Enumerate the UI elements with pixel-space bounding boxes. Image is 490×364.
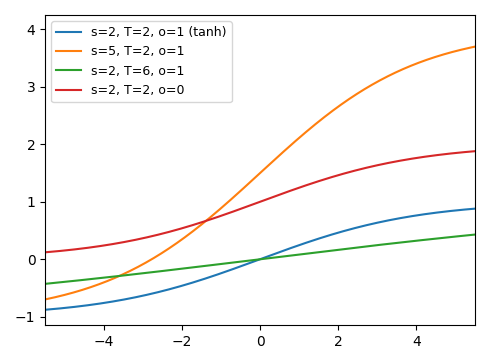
s=2, T=2, o=1 (tanh) [385,218,391,223]
s=2, T=2, o=0 [377,162,383,167]
s=2, T=2, o=1 (tanh) [216,272,222,276]
s=2, T=2, o=1 (tanh) [377,220,383,224]
s=2, T=6, o=1 [377,242,383,247]
s=2, T=2, o=1 (tanh) [232,266,238,271]
s=5, T=2, o=1 [472,44,478,49]
s=2, T=2, o=0 [232,209,238,213]
s=2, T=6, o=1 [385,242,391,246]
s=2, T=2, o=1 (tanh) [86,303,92,307]
s=5, T=2, o=1 [42,297,48,302]
s=2, T=2, o=0 [86,245,92,250]
Line: s=2, T=2, o=1 (tanh): s=2, T=2, o=1 (tanh) [45,209,475,310]
s=2, T=2, o=1 (tanh) [472,206,478,211]
s=2, T=6, o=1 [338,247,343,252]
Line: s=2, T=6, o=1: s=2, T=6, o=1 [45,234,475,284]
s=5, T=2, o=1 [338,103,343,107]
s=2, T=6, o=1 [216,262,222,266]
s=2, T=2, o=1 (tanh) [42,308,48,312]
s=2, T=2, o=0 [42,250,48,254]
s=2, T=6, o=1 [42,282,48,286]
s=2, T=6, o=1 [232,260,238,265]
s=2, T=2, o=1 (tanh) [338,230,343,234]
s=5, T=2, o=1 [232,194,238,198]
s=5, T=2, o=1 [216,208,222,212]
s=2, T=6, o=1 [472,232,478,237]
Line: s=2, T=2, o=0: s=2, T=2, o=0 [45,151,475,252]
s=5, T=2, o=1 [377,78,383,82]
s=5, T=2, o=1 [86,285,92,290]
s=5, T=2, o=1 [385,74,391,78]
Line: s=5, T=2, o=1: s=5, T=2, o=1 [45,47,475,300]
Legend: s=2, T=2, o=1 (tanh), s=5, T=2, o=1, s=2, T=6, o=1, s=2, T=2, o=0: s=2, T=2, o=1 (tanh), s=5, T=2, o=1, s=2… [51,21,232,102]
s=2, T=2, o=0 [472,149,478,153]
s=2, T=6, o=1 [86,277,92,281]
s=2, T=2, o=0 [338,173,343,177]
s=2, T=2, o=0 [216,214,222,219]
s=2, T=2, o=0 [385,161,391,165]
